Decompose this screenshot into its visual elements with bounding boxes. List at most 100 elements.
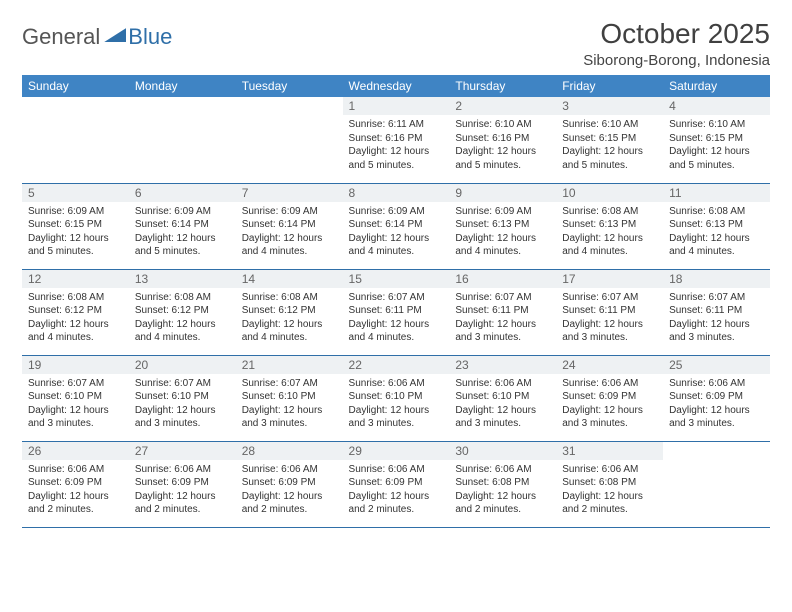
daylight-line: Daylight: 12 hours and 4 minutes. xyxy=(669,232,764,259)
day-number: 10 xyxy=(556,184,663,202)
day-cell: 3Sunrise: 6:10 AMSunset: 6:15 PMDaylight… xyxy=(556,97,663,183)
day-details: Sunrise: 6:08 AMSunset: 6:12 PMDaylight:… xyxy=(22,288,129,349)
sunrise-line: Sunrise: 6:10 AM xyxy=(669,118,764,132)
sunset-line: Sunset: 6:13 PM xyxy=(455,218,550,232)
daylight-line: Daylight: 12 hours and 4 minutes. xyxy=(349,318,444,345)
day-number: 6 xyxy=(129,184,236,202)
day-number: 13 xyxy=(129,270,236,288)
day-cell: 7Sunrise: 6:09 AMSunset: 6:14 PMDaylight… xyxy=(236,183,343,269)
sunrise-line: Sunrise: 6:08 AM xyxy=(562,205,657,219)
day-number: 19 xyxy=(22,356,129,374)
calendar-table: SundayMondayTuesdayWednesdayThursdayFrid… xyxy=(22,75,770,528)
sunset-line: Sunset: 6:15 PM xyxy=(562,132,657,146)
daylight-line: Daylight: 12 hours and 4 minutes. xyxy=(242,232,337,259)
day-cell: 1Sunrise: 6:11 AMSunset: 6:16 PMDaylight… xyxy=(343,97,450,183)
sunrise-line: Sunrise: 6:09 AM xyxy=(349,205,444,219)
sunset-line: Sunset: 6:13 PM xyxy=(562,218,657,232)
day-details: Sunrise: 6:06 AMSunset: 6:09 PMDaylight:… xyxy=(343,460,450,521)
header: General Blue October 2025 Siborong-Boron… xyxy=(22,18,770,69)
sunrise-line: Sunrise: 6:09 AM xyxy=(135,205,230,219)
daylight-line: Daylight: 12 hours and 4 minutes. xyxy=(135,318,230,345)
sunrise-line: Sunrise: 6:08 AM xyxy=(669,205,764,219)
day-cell: 20Sunrise: 6:07 AMSunset: 6:10 PMDayligh… xyxy=(129,355,236,441)
daylight-line: Daylight: 12 hours and 3 minutes. xyxy=(562,404,657,431)
daylight-line: Daylight: 12 hours and 5 minutes. xyxy=(28,232,123,259)
day-details: Sunrise: 6:07 AMSunset: 6:10 PMDaylight:… xyxy=(236,374,343,435)
daylight-line: Daylight: 12 hours and 3 minutes. xyxy=(349,404,444,431)
daylight-line: Daylight: 12 hours and 3 minutes. xyxy=(135,404,230,431)
day-cell: 8Sunrise: 6:09 AMSunset: 6:14 PMDaylight… xyxy=(343,183,450,269)
weekday-wednesday: Wednesday xyxy=(343,75,450,97)
sunset-line: Sunset: 6:14 PM xyxy=(242,218,337,232)
title-block: October 2025 Siborong-Borong, Indonesia xyxy=(583,18,770,69)
sunrise-line: Sunrise: 6:08 AM xyxy=(242,291,337,305)
day-details: Sunrise: 6:07 AMSunset: 6:11 PMDaylight:… xyxy=(663,288,770,349)
day-cell: 14Sunrise: 6:08 AMSunset: 6:12 PMDayligh… xyxy=(236,269,343,355)
day-details: Sunrise: 6:06 AMSunset: 6:09 PMDaylight:… xyxy=(663,374,770,435)
day-cell xyxy=(663,441,770,527)
sunrise-line: Sunrise: 6:11 AM xyxy=(349,118,444,132)
daylight-line: Daylight: 12 hours and 4 minutes. xyxy=(562,232,657,259)
daylight-line: Daylight: 12 hours and 3 minutes. xyxy=(242,404,337,431)
sunset-line: Sunset: 6:09 PM xyxy=(135,476,230,490)
sunset-line: Sunset: 6:10 PM xyxy=(28,390,123,404)
day-number: 3 xyxy=(556,97,663,115)
day-details: Sunrise: 6:07 AMSunset: 6:10 PMDaylight:… xyxy=(129,374,236,435)
sunset-line: Sunset: 6:11 PM xyxy=(349,304,444,318)
weekday-sunday: Sunday xyxy=(22,75,129,97)
day-cell: 29Sunrise: 6:06 AMSunset: 6:09 PMDayligh… xyxy=(343,441,450,527)
day-number: 27 xyxy=(129,442,236,460)
day-number: 8 xyxy=(343,184,450,202)
day-cell: 27Sunrise: 6:06 AMSunset: 6:09 PMDayligh… xyxy=(129,441,236,527)
daylight-line: Daylight: 12 hours and 5 minutes. xyxy=(135,232,230,259)
weekday-monday: Monday xyxy=(129,75,236,97)
sunrise-line: Sunrise: 6:06 AM xyxy=(349,377,444,391)
daylight-line: Daylight: 12 hours and 3 minutes. xyxy=(669,318,764,345)
sunset-line: Sunset: 6:14 PM xyxy=(135,218,230,232)
daylight-line: Daylight: 12 hours and 3 minutes. xyxy=(455,318,550,345)
sunset-line: Sunset: 6:10 PM xyxy=(242,390,337,404)
daylight-line: Daylight: 12 hours and 5 minutes. xyxy=(455,145,550,172)
sunset-line: Sunset: 6:08 PM xyxy=(455,476,550,490)
day-number: 24 xyxy=(556,356,663,374)
day-number: 9 xyxy=(449,184,556,202)
day-cell: 31Sunrise: 6:06 AMSunset: 6:08 PMDayligh… xyxy=(556,441,663,527)
sunrise-line: Sunrise: 6:07 AM xyxy=(669,291,764,305)
day-details: Sunrise: 6:08 AMSunset: 6:13 PMDaylight:… xyxy=(556,202,663,263)
sunset-line: Sunset: 6:16 PM xyxy=(455,132,550,146)
day-details: Sunrise: 6:10 AMSunset: 6:16 PMDaylight:… xyxy=(449,115,556,176)
day-number: 22 xyxy=(343,356,450,374)
day-cell xyxy=(22,97,129,183)
daylight-line: Daylight: 12 hours and 2 minutes. xyxy=(455,490,550,517)
week-row: 1Sunrise: 6:11 AMSunset: 6:16 PMDaylight… xyxy=(22,97,770,183)
day-number: 26 xyxy=(22,442,129,460)
sunrise-line: Sunrise: 6:06 AM xyxy=(242,463,337,477)
sunrise-line: Sunrise: 6:06 AM xyxy=(669,377,764,391)
sunrise-line: Sunrise: 6:07 AM xyxy=(455,291,550,305)
calendar-body: 1Sunrise: 6:11 AMSunset: 6:16 PMDaylight… xyxy=(22,97,770,527)
day-details: Sunrise: 6:08 AMSunset: 6:13 PMDaylight:… xyxy=(663,202,770,263)
daylight-line: Daylight: 12 hours and 3 minutes. xyxy=(28,404,123,431)
week-row: 26Sunrise: 6:06 AMSunset: 6:09 PMDayligh… xyxy=(22,441,770,527)
sunset-line: Sunset: 6:12 PM xyxy=(242,304,337,318)
sunrise-line: Sunrise: 6:08 AM xyxy=(135,291,230,305)
daylight-line: Daylight: 12 hours and 5 minutes. xyxy=(562,145,657,172)
sunset-line: Sunset: 6:08 PM xyxy=(562,476,657,490)
daylight-line: Daylight: 12 hours and 4 minutes. xyxy=(455,232,550,259)
day-details: Sunrise: 6:07 AMSunset: 6:10 PMDaylight:… xyxy=(22,374,129,435)
day-cell: 16Sunrise: 6:07 AMSunset: 6:11 PMDayligh… xyxy=(449,269,556,355)
day-cell: 28Sunrise: 6:06 AMSunset: 6:09 PMDayligh… xyxy=(236,441,343,527)
day-number: 1 xyxy=(343,97,450,115)
day-details: Sunrise: 6:08 AMSunset: 6:12 PMDaylight:… xyxy=(236,288,343,349)
day-number: 17 xyxy=(556,270,663,288)
daylight-line: Daylight: 12 hours and 5 minutes. xyxy=(349,145,444,172)
day-details: Sunrise: 6:09 AMSunset: 6:14 PMDaylight:… xyxy=(236,202,343,263)
daylight-line: Daylight: 12 hours and 2 minutes. xyxy=(562,490,657,517)
sunrise-line: Sunrise: 6:06 AM xyxy=(349,463,444,477)
weekday-header-row: SundayMondayTuesdayWednesdayThursdayFrid… xyxy=(22,75,770,97)
daylight-line: Daylight: 12 hours and 4 minutes. xyxy=(242,318,337,345)
day-number: 18 xyxy=(663,270,770,288)
week-row: 19Sunrise: 6:07 AMSunset: 6:10 PMDayligh… xyxy=(22,355,770,441)
day-number: 14 xyxy=(236,270,343,288)
day-details: Sunrise: 6:11 AMSunset: 6:16 PMDaylight:… xyxy=(343,115,450,176)
